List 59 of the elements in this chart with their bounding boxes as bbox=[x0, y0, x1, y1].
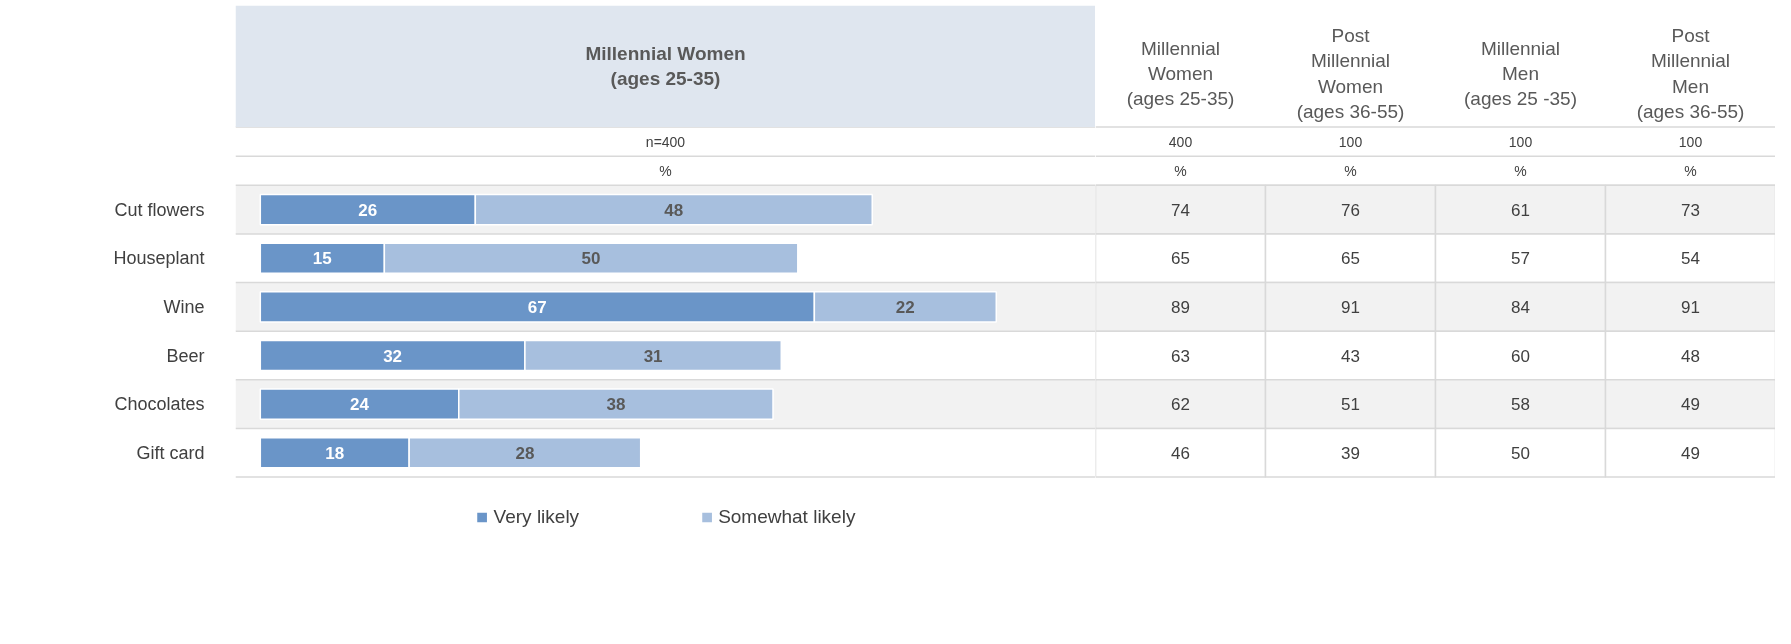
text: 100 bbox=[1678, 133, 1703, 150]
category-label: Post Millennial Men (ages 36-55) bbox=[1636, 25, 1745, 122]
data-label: 43 bbox=[1341, 346, 1360, 366]
data-label: 58 bbox=[1511, 395, 1530, 415]
legend-label: Somewhat likely bbox=[718, 506, 856, 528]
data-label: 63 bbox=[1171, 346, 1190, 366]
data-label: 51 bbox=[1341, 395, 1360, 415]
data-label: 49 bbox=[1681, 395, 1700, 415]
text: 400 bbox=[1168, 133, 1193, 150]
data-label: 50 bbox=[581, 249, 601, 269]
chart-title: Millennial Women (ages 25-35) bbox=[585, 43, 746, 90]
text: % bbox=[1344, 162, 1357, 179]
data-label: 62 bbox=[1171, 395, 1190, 415]
y-tick-label: Cut flowers bbox=[114, 199, 205, 220]
data-label: 60 bbox=[1511, 346, 1530, 366]
data-label: 76 bbox=[1341, 200, 1360, 220]
data-label: 61 bbox=[1511, 200, 1530, 220]
text: % bbox=[1684, 162, 1697, 179]
y-tick-label: Houseplant bbox=[113, 248, 205, 269]
text: % bbox=[1514, 162, 1527, 179]
data-label: 39 bbox=[1341, 443, 1360, 463]
text: % bbox=[1174, 162, 1187, 179]
data-label: 49 bbox=[1681, 443, 1700, 463]
data-label: 26 bbox=[358, 200, 378, 220]
data-label: 48 bbox=[664, 200, 684, 220]
text: n=400 bbox=[645, 133, 686, 150]
data-label: 84 bbox=[1511, 297, 1530, 317]
data-label: 74 bbox=[1171, 200, 1190, 220]
data-label: 48 bbox=[1681, 346, 1700, 366]
data-label: 32 bbox=[383, 346, 403, 366]
data-label: 31 bbox=[643, 346, 663, 366]
data-label: 73 bbox=[1681, 200, 1700, 220]
data-label: 46 bbox=[1171, 443, 1190, 463]
data-label: 65 bbox=[1171, 249, 1190, 269]
y-tick-label: Wine bbox=[163, 296, 205, 317]
text: % bbox=[659, 162, 672, 179]
y-tick-label: Beer bbox=[166, 345, 205, 366]
data-label: 22 bbox=[895, 297, 915, 317]
data-label: 38 bbox=[606, 395, 626, 415]
data-label: 89 bbox=[1171, 297, 1190, 317]
data-label: 65 bbox=[1341, 249, 1360, 269]
category-label: Millennial Women (ages 25-35) bbox=[1126, 37, 1235, 110]
text: 100 bbox=[1338, 133, 1363, 150]
y-tick-label: Gift card bbox=[136, 442, 205, 463]
data-label: 67 bbox=[527, 297, 547, 317]
data-label: 57 bbox=[1511, 249, 1530, 269]
y-tick-label: Chocolates bbox=[114, 394, 205, 415]
data-label: 50 bbox=[1511, 443, 1530, 463]
category-label: Post Millennial Women (ages 36-55) bbox=[1296, 25, 1405, 122]
data-label: 91 bbox=[1341, 297, 1360, 317]
data-label: 28 bbox=[515, 443, 535, 463]
data-label: 24 bbox=[350, 395, 370, 415]
data-label: 15 bbox=[312, 249, 332, 269]
legend-label: Very likely bbox=[493, 506, 580, 528]
category-label: Millennial Men (ages 25 -35) bbox=[1464, 37, 1578, 110]
data-label: 91 bbox=[1681, 297, 1700, 317]
data-label: 54 bbox=[1681, 249, 1700, 269]
text: 100 bbox=[1508, 133, 1533, 150]
data-label: 18 bbox=[325, 443, 345, 463]
